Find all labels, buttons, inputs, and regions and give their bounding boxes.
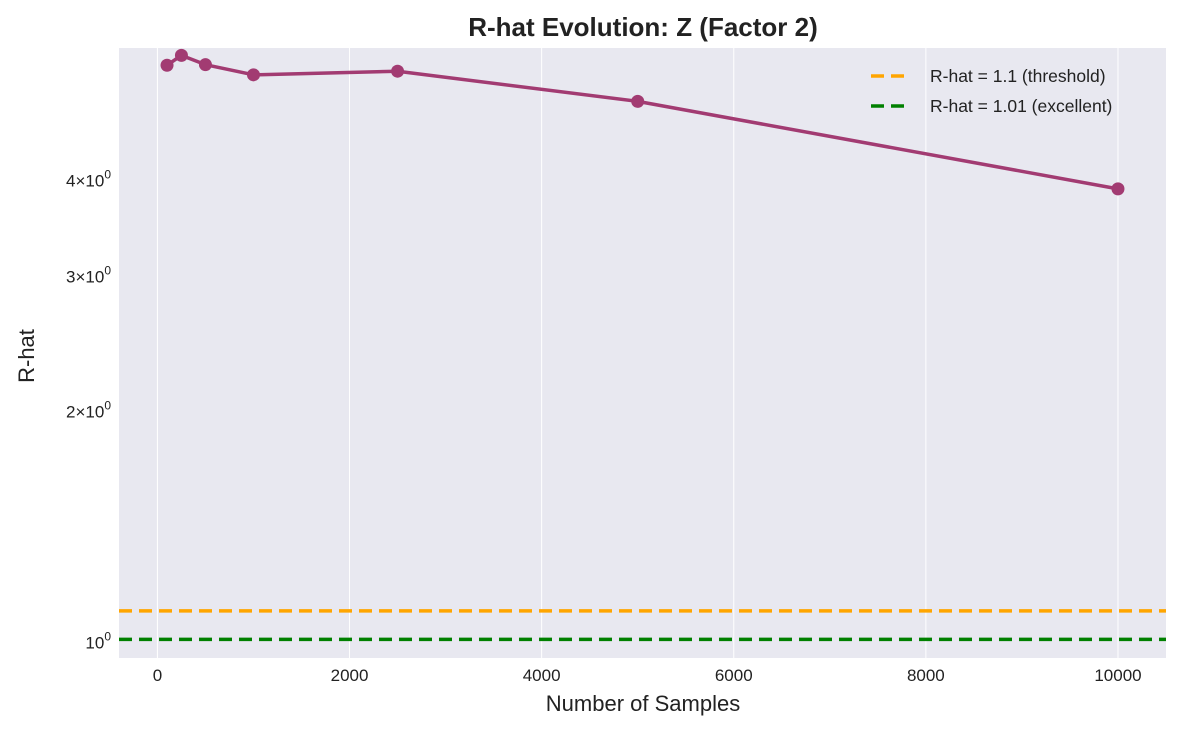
x-tick-label: 4000 <box>523 666 561 685</box>
x-tick-label: 8000 <box>907 666 945 685</box>
grid-lines <box>156 48 1119 658</box>
data-point <box>246 68 260 82</box>
y-tick-labels: 100 2×100 3×100 4×100 <box>66 167 111 652</box>
x-tick-label: 2000 <box>331 666 369 685</box>
legend-label: R-hat = 1.1 (threshold) <box>930 66 1106 86</box>
data-point <box>631 94 645 108</box>
data-point <box>391 64 405 78</box>
y-tick-label: 4×100 <box>66 167 111 190</box>
chart-title: R-hat Evolution: Z (Factor 2) <box>468 12 818 42</box>
legend-label: R-hat = 1.01 (excellent) <box>930 96 1112 116</box>
data-point <box>1111 182 1125 196</box>
y-tick-label: 100 <box>85 630 111 653</box>
legend: R-hat = 1.1 (threshold) R-hat = 1.01 (exc… <box>871 66 1112 116</box>
data-series <box>160 48 1125 196</box>
y-axis-label: R-hat <box>14 329 39 383</box>
x-axis-label: Number of Samples <box>546 691 740 716</box>
x-tick-label: 6000 <box>715 666 753 685</box>
data-point <box>174 48 188 62</box>
x-tick-labels: 0 2000 4000 6000 8000 10000 <box>153 666 1142 685</box>
plot-area <box>119 48 1166 658</box>
y-tick-label: 2×100 <box>66 399 111 422</box>
data-point <box>160 58 174 72</box>
reference-lines <box>119 609 1166 642</box>
x-tick-label: 10000 <box>1094 666 1141 685</box>
x-tick-label: 0 <box>153 666 162 685</box>
y-tick-label: 3×100 <box>66 263 111 286</box>
data-point <box>198 58 212 72</box>
